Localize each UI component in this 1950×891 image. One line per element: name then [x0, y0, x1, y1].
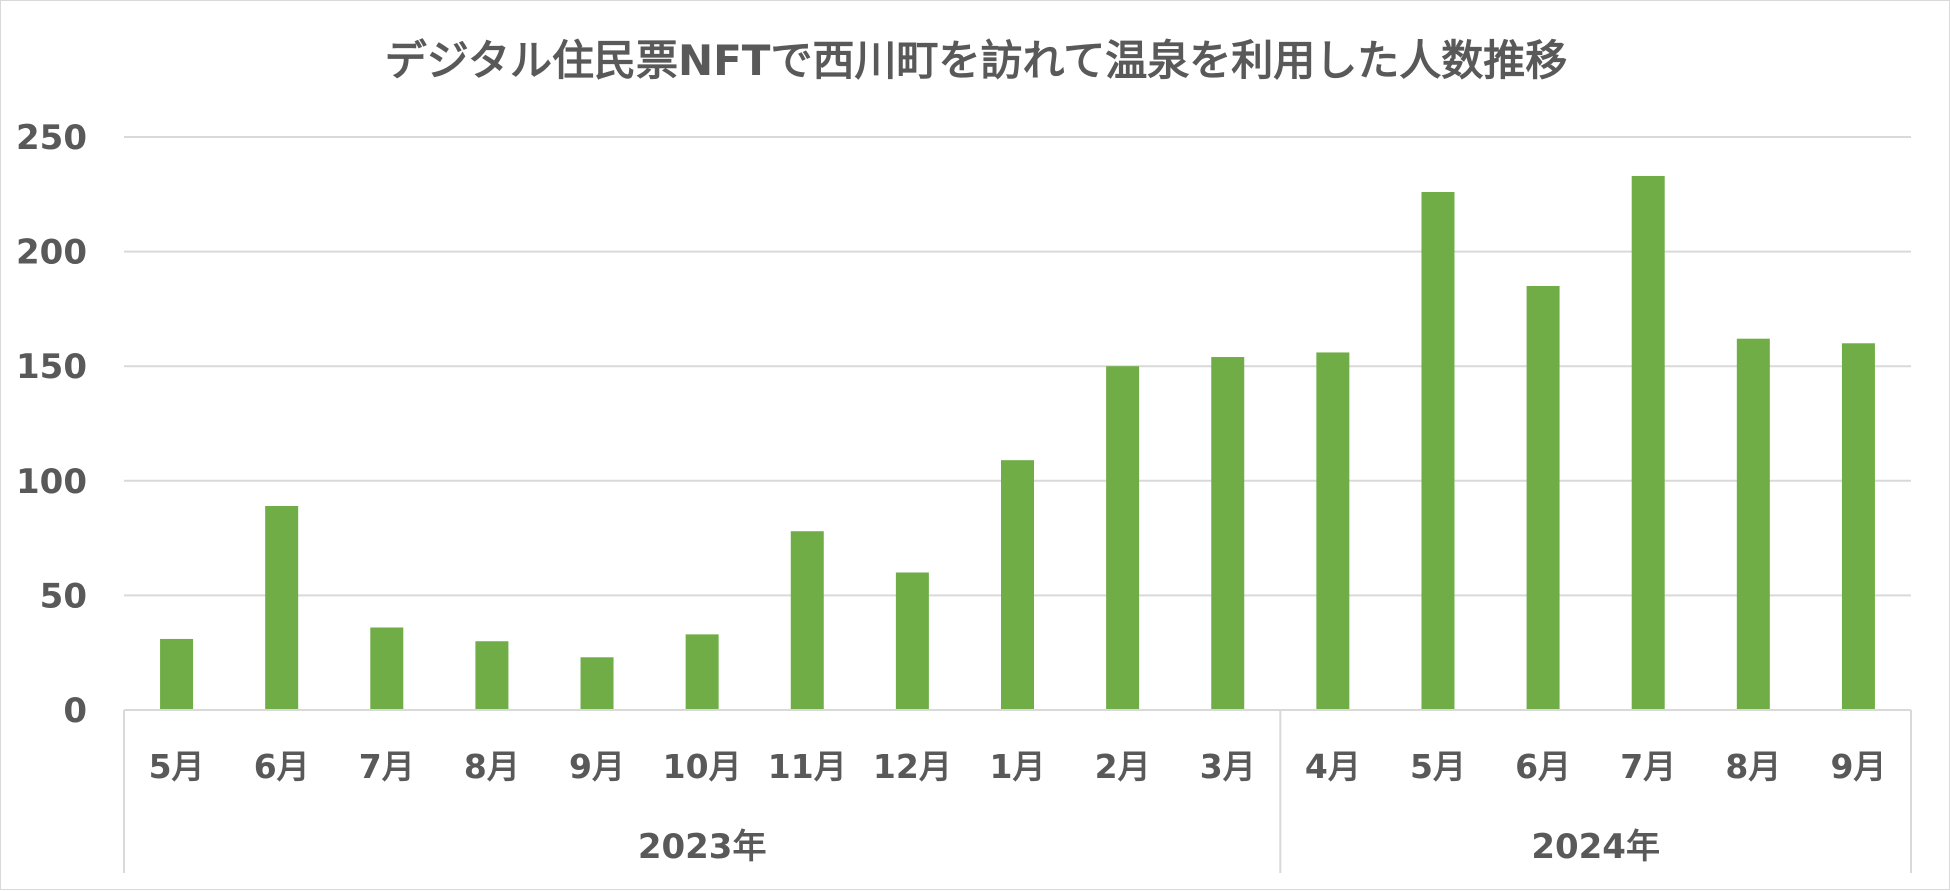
bar [580, 657, 614, 710]
bar [685, 634, 719, 710]
bar [370, 627, 404, 710]
y-tick-label: 150 [16, 347, 87, 387]
bar [1841, 343, 1875, 710]
y-axis-ticks: 0 50 100 150 200 250 [16, 118, 87, 731]
bar [160, 638, 194, 710]
x-tick-label: 11月 [768, 747, 847, 786]
bar [1106, 366, 1140, 710]
x-tick-label: 6月 [254, 747, 310, 786]
x-axis: 5月 6月 7月 8月 9月 10月 11月 12月 1月 2月 3月 4月 5月 6月 7月 8月 9月 202… [123, 709, 1912, 873]
gridlines [124, 136, 1911, 597]
bar [895, 572, 929, 710]
x-tick-label: 9月 [1830, 747, 1886, 786]
chart-title: デジタル住民票NFTで西川町を訪れて温泉を利用した人数推移 [385, 36, 1567, 85]
x-tick-label: 7月 [359, 747, 415, 786]
y-tick-label: 0 [63, 691, 87, 731]
x-tick-label: 4月 [1305, 747, 1361, 786]
y-tick-label: 200 [16, 233, 87, 273]
bar [1736, 338, 1770, 710]
x-group-label: 2024年 [1531, 827, 1660, 867]
x-tick-label: 10月 [663, 747, 742, 786]
y-tick-label: 100 [16, 462, 87, 502]
bars [160, 175, 1875, 711]
x-tick-label: 2月 [1095, 747, 1151, 786]
x-tick-label: 5月 [149, 747, 205, 786]
bar [475, 641, 509, 710]
x-tick-label: 12月 [873, 747, 952, 786]
bar [1211, 357, 1245, 710]
x-tick-label: 6月 [1515, 747, 1571, 786]
x-tick-label: 1月 [990, 747, 1046, 786]
bar [1316, 352, 1350, 710]
x-tick-label: 7月 [1620, 747, 1676, 786]
y-tick-label: 50 [40, 576, 87, 616]
bar [265, 506, 299, 710]
x-group-label: 2023年 [638, 827, 767, 867]
x-tick-label: 8月 [464, 747, 520, 786]
bar [1526, 285, 1560, 710]
y-tick-label: 250 [16, 118, 87, 158]
bar [1001, 460, 1034, 710]
bar [1421, 192, 1455, 710]
x-tick-label: 9月 [569, 747, 625, 786]
bar [790, 531, 824, 710]
bar [1631, 175, 1665, 711]
x-tick-label: 8月 [1725, 747, 1781, 786]
x-tick-label: 5月 [1410, 747, 1466, 786]
x-tick-label: 3月 [1200, 747, 1256, 786]
